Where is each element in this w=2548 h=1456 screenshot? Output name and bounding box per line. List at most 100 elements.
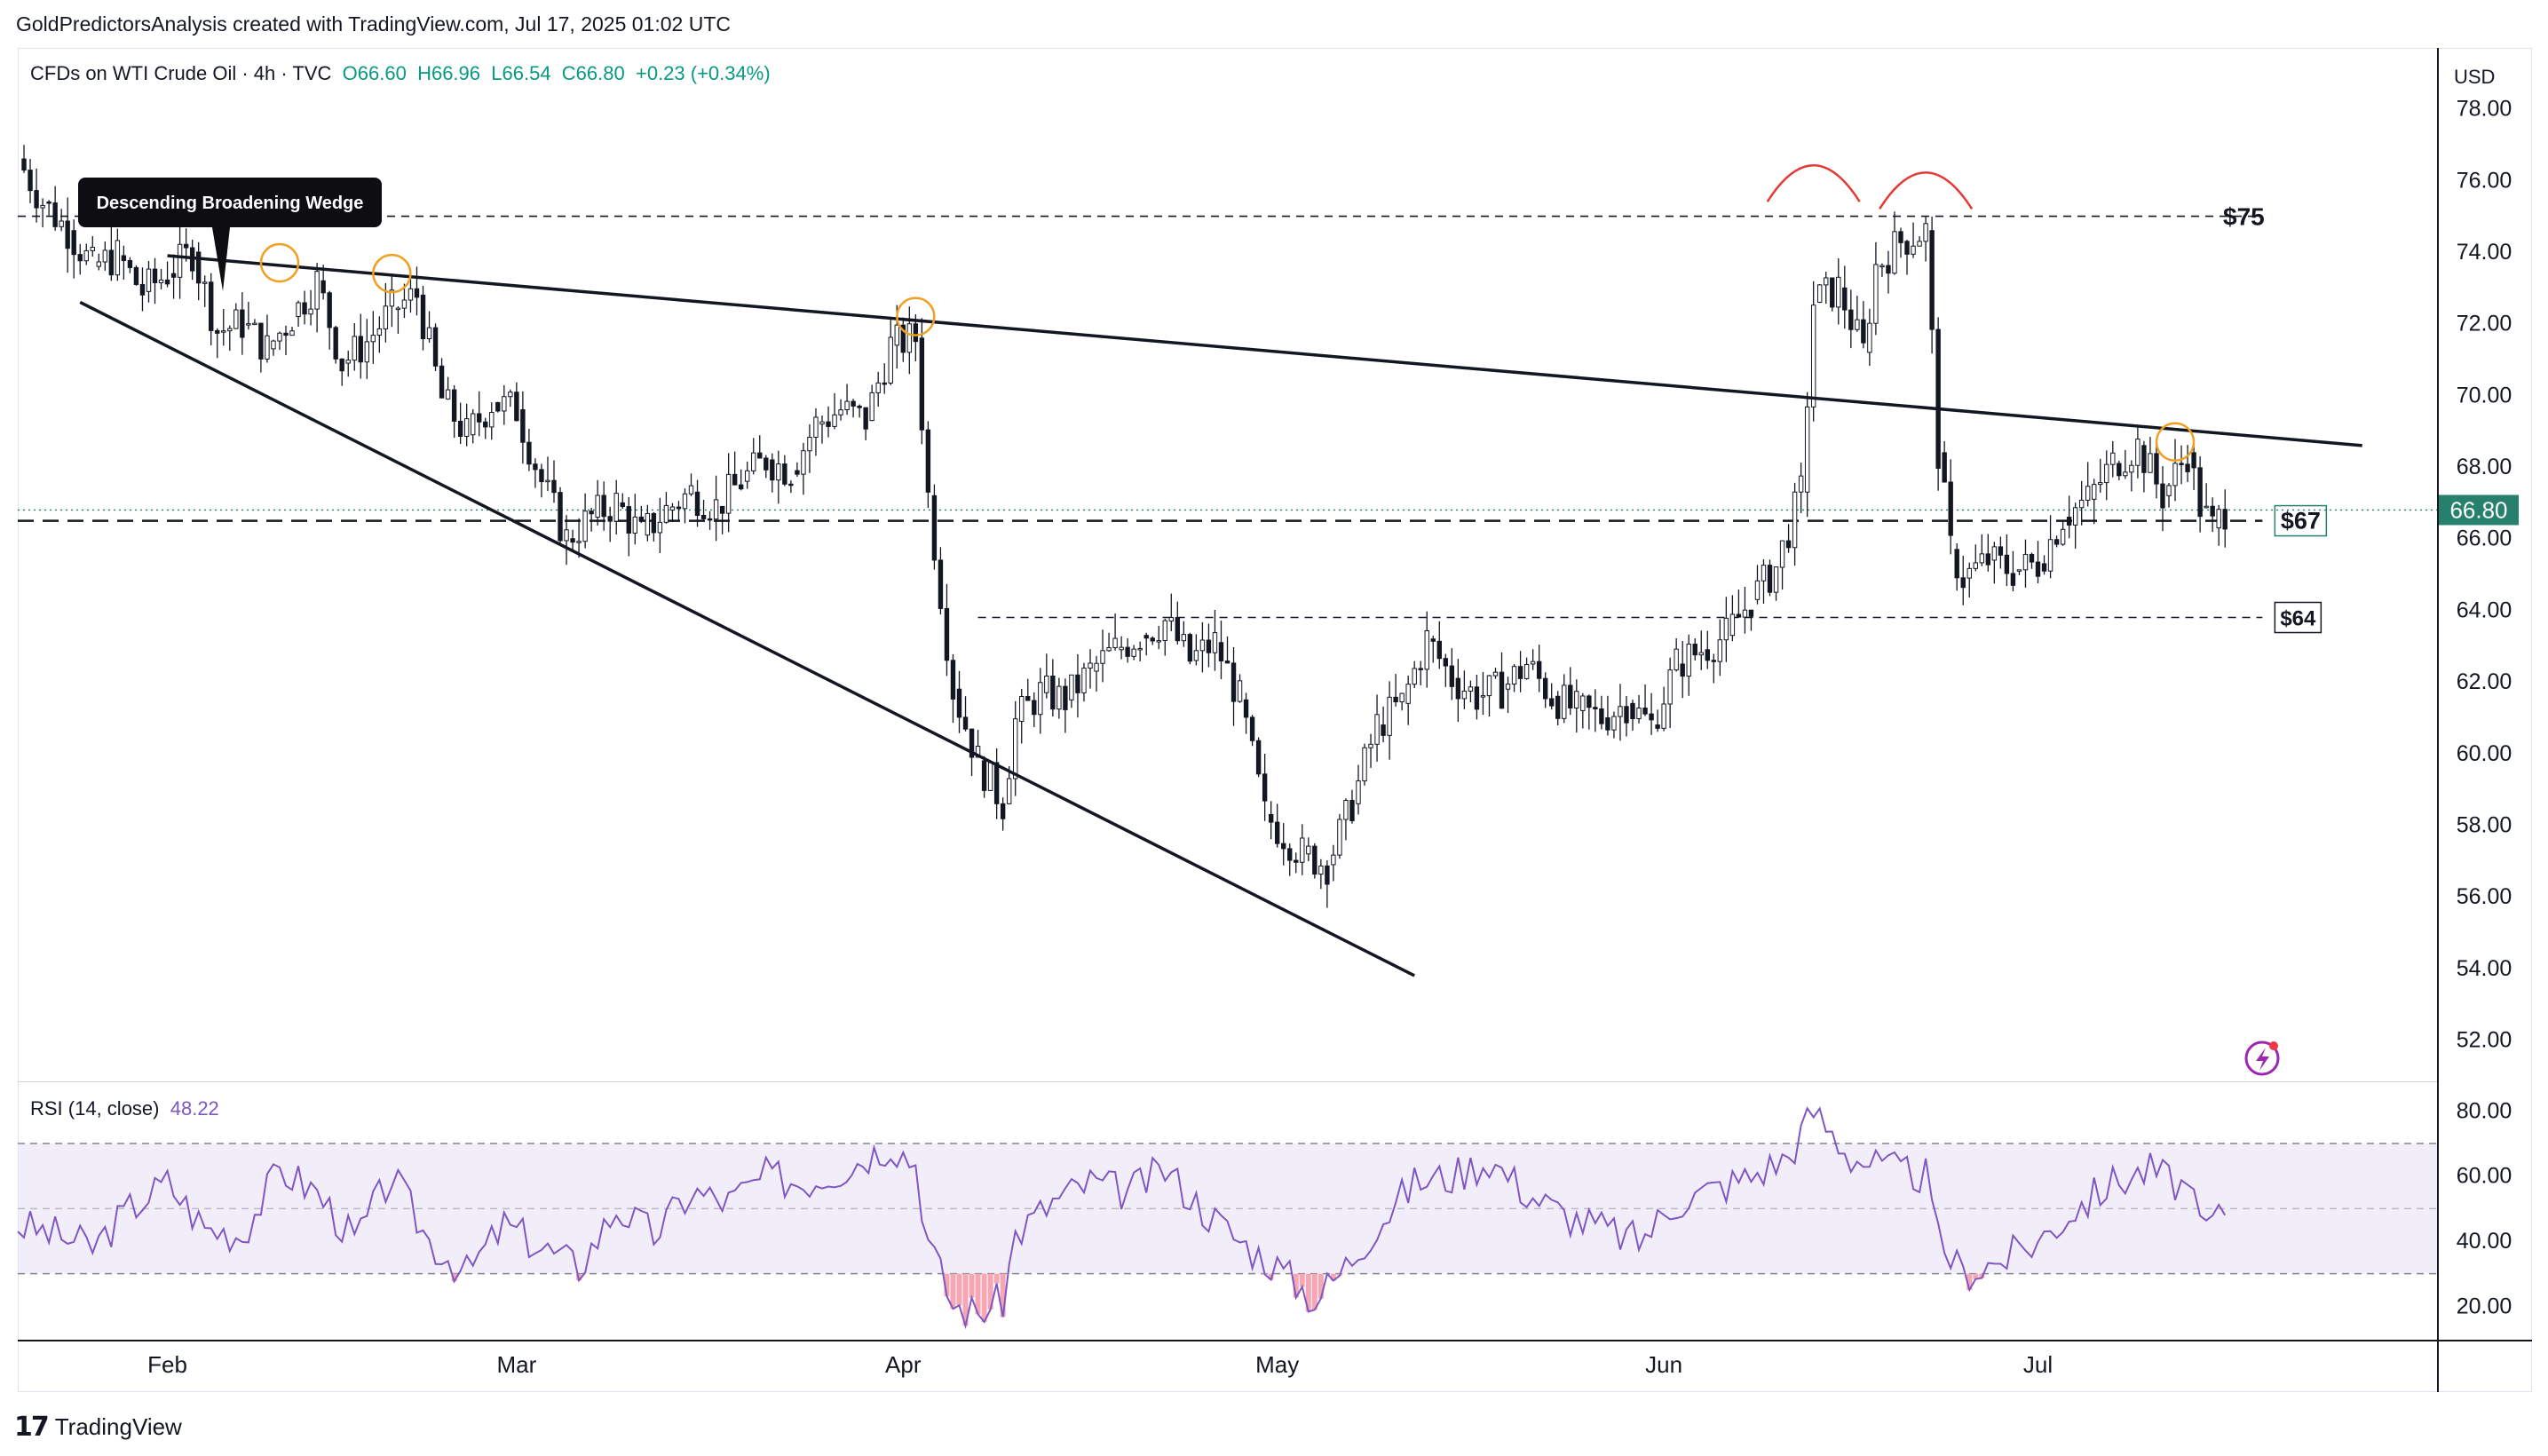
candle-body: [545, 479, 550, 483]
candle-body: [645, 512, 651, 536]
candle-body: [950, 660, 956, 700]
candle-body: [96, 261, 102, 267]
candle-body: [1886, 265, 1891, 274]
candle-body: [252, 322, 257, 326]
candle-body: [2185, 463, 2190, 472]
price-change: +0.23 (+0.34%): [635, 62, 771, 84]
candle-body: [1013, 718, 1018, 779]
candle-body: [1898, 231, 1903, 243]
touch-point-circle: [896, 297, 936, 336]
rsi-tick-label: 40.00: [2457, 1229, 2512, 1254]
candle-body: [2222, 509, 2228, 530]
candle-body: [969, 728, 975, 758]
candle-body: [1206, 639, 1212, 653]
candle-body: [2072, 507, 2078, 526]
candle-body: [1306, 845, 1311, 855]
candle-body: [289, 330, 295, 336]
candle-body: [1449, 665, 1455, 687]
candle-body: [1555, 695, 1561, 719]
candle-body: [1698, 652, 1704, 656]
candle-body: [271, 340, 276, 350]
candle-body: [395, 307, 401, 311]
candle-body: [1405, 684, 1411, 704]
candle-body: [320, 280, 326, 294]
candle-body: [719, 505, 725, 514]
candle-body: [938, 559, 944, 609]
rsi-legend[interactable]: RSI (14, close) 48.22: [30, 1097, 219, 1120]
candle-body: [1861, 319, 1866, 344]
candle-body: [1069, 674, 1074, 700]
candle-body: [1842, 287, 1848, 311]
candle-body: [1119, 646, 1124, 651]
candle-body: [1717, 639, 1723, 662]
candle-body: [632, 516, 637, 534]
candle-body: [2160, 483, 2165, 509]
price-tick-label: 68.00: [2457, 455, 2512, 479]
candle-body: [327, 292, 332, 328]
candle-body: [46, 201, 51, 204]
candle-body: [1562, 684, 1567, 719]
candle-body: [570, 538, 575, 543]
rsi-pane: 80.00 60.00 40.00 20.00: [17, 1098, 2512, 1330]
candle-body: [2029, 553, 2035, 563]
candle-body: [1630, 702, 1635, 720]
candle-body: [1711, 660, 1717, 662]
candle-body: [1294, 859, 1299, 863]
candle-body: [1511, 666, 1517, 684]
candle-body: [1255, 740, 1262, 775]
candle-body: [1873, 264, 1879, 324]
candle-body: [489, 411, 495, 428]
candle-body: [376, 328, 383, 336]
candle-body: [757, 452, 763, 459]
candle-body: [383, 305, 389, 329]
candle-body: [1492, 671, 1499, 677]
wedge-trendline: [167, 254, 2362, 447]
price-tick-label: 52.00: [2457, 1028, 2512, 1053]
candle-body: [782, 463, 787, 485]
candle-body: [1792, 491, 1798, 549]
candle-body: [258, 322, 264, 360]
candle-body: [1175, 617, 1181, 642]
candle-body: [1387, 696, 1392, 736]
candle-body: [1674, 648, 1679, 671]
level-label: $75: [2223, 203, 2265, 231]
candle-body: [1917, 241, 1922, 247]
candle-body: [1499, 671, 1505, 709]
candle-body: [1618, 706, 1623, 717]
candle-body: [1836, 276, 1841, 308]
candle-body: [1935, 328, 1941, 469]
candle-body: [1262, 773, 1268, 802]
candle-body: [1649, 713, 1654, 721]
candle-body: [993, 762, 1000, 804]
candle-body: [183, 243, 189, 249]
currency-label[interactable]: USD: [2454, 66, 2496, 88]
candle-body: [520, 408, 526, 443]
candle-body: [1081, 668, 1087, 693]
symbol-legend[interactable]: CFDs on WTI Crude Oil · 4h · TVC O66.60 …: [30, 62, 771, 85]
candle-body: [838, 409, 843, 415]
candle-body: [59, 220, 64, 227]
candle-body: [2053, 539, 2060, 545]
candle-body: [1218, 642, 1224, 661]
candle-body: [906, 323, 913, 353]
candle-body: [2129, 464, 2134, 473]
candle-body: [900, 324, 906, 353]
candle-body: [1131, 648, 1136, 657]
candle-body: [1517, 666, 1523, 679]
candle-body: [177, 243, 183, 278]
candle-body: [1667, 669, 1673, 705]
candle-body: [1436, 640, 1442, 660]
candle-body: [694, 491, 700, 517]
candle-body: [1948, 481, 1953, 536]
candle-body: [333, 327, 338, 360]
candle-body: [1723, 617, 1729, 641]
candle-body: [408, 288, 414, 301]
candle-body: [857, 405, 862, 408]
ohlc-high: H66.96: [417, 62, 481, 84]
candle-body: [1412, 668, 1417, 685]
candle-body: [2098, 482, 2103, 486]
candle-body: [52, 202, 58, 227]
candle-body: [558, 492, 563, 542]
candle-body: [227, 328, 233, 332]
